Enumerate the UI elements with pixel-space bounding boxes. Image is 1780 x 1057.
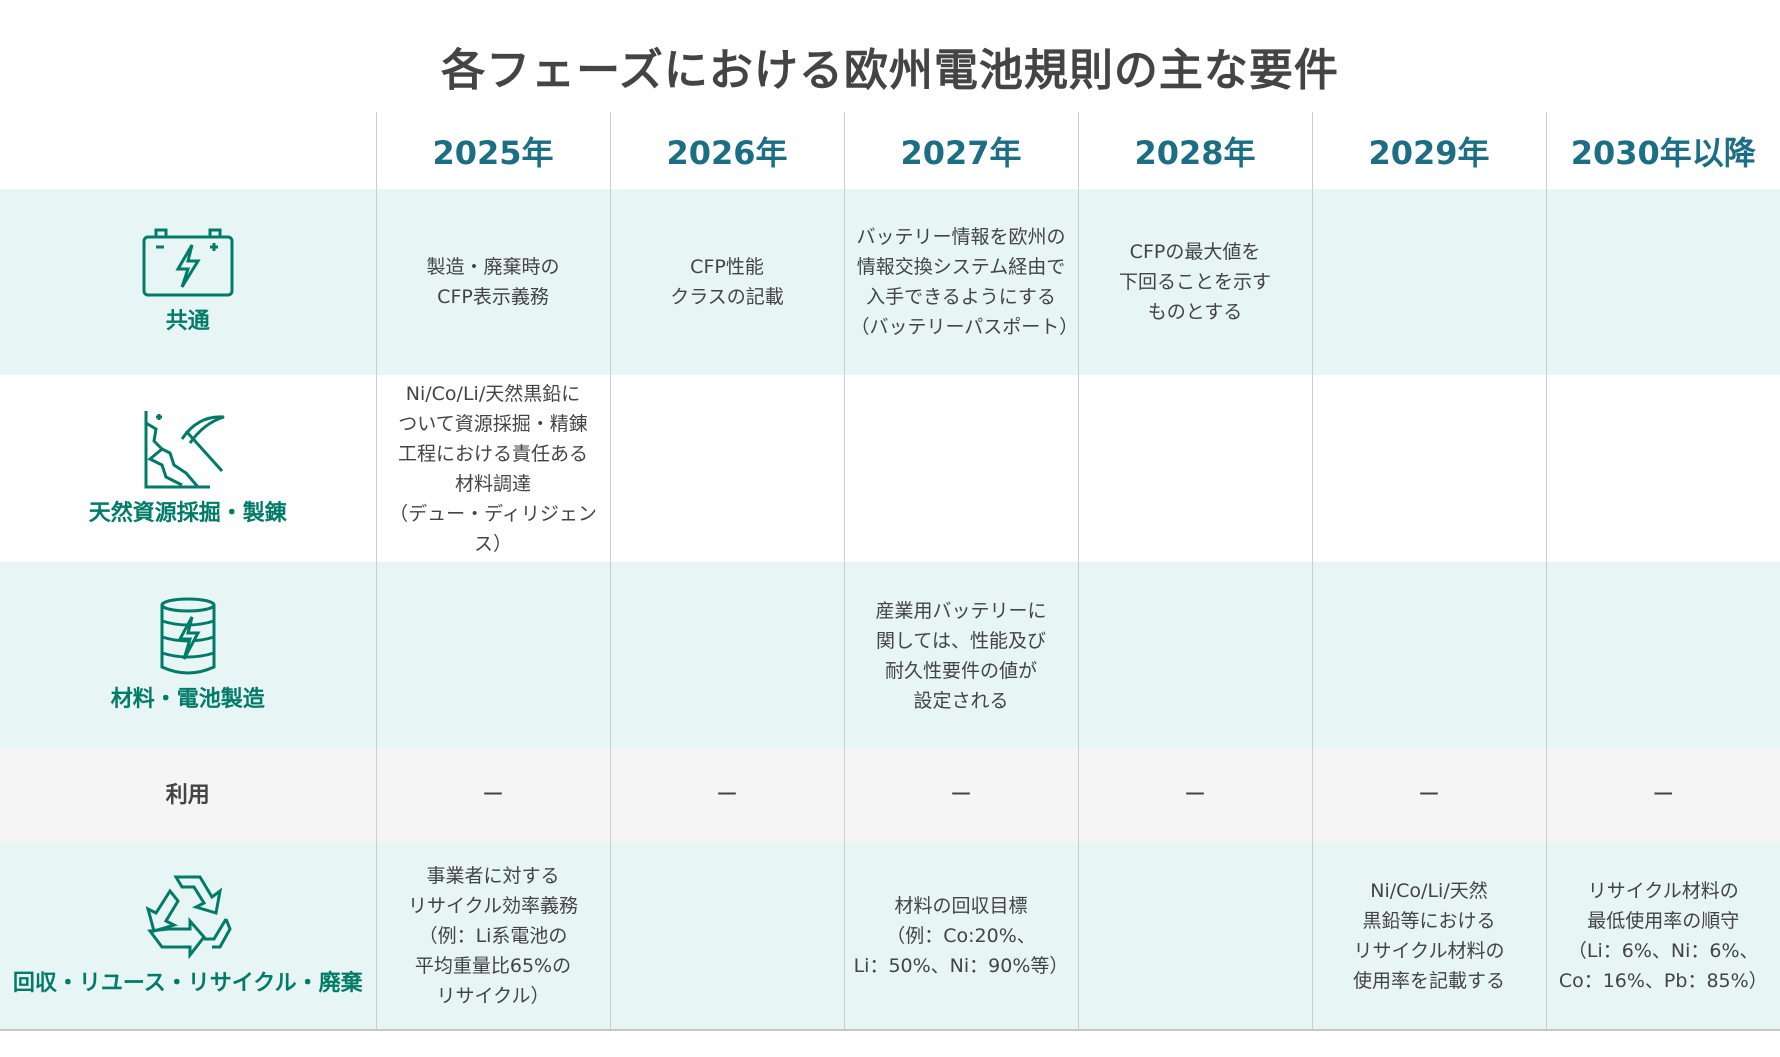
requirement-cell: ー — [609, 749, 844, 842]
requirement-cell: ー — [1311, 749, 1546, 842]
battery-icon — [6, 227, 370, 297]
category-label: 回収・リユース・リサイクル・廃棄 — [12, 970, 363, 996]
requirement-cell: 産業用バッテリーに 関しては、性能及び 耐久性要件の値が 設定される — [843, 562, 1078, 749]
requirement-cell — [1545, 562, 1780, 749]
page-title: 各フェーズにおける欧州電池規則の主な要件 — [441, 45, 1339, 96]
table-row: 共通 製造・廃棄時の CFP表示義務 CFP性能 クラスの記載 バッテリー情報を欧州の… — [0, 189, 1780, 375]
requirement-cell — [1311, 189, 1546, 375]
battery-cell-icon — [6, 597, 370, 675]
category-cell: 利用 — [0, 749, 376, 842]
requirement-cell: Ni/Co/Li/天然 黒鉛等における リサイクル材料の 使用率を記載する — [1311, 842, 1546, 1031]
requirement-cell: リサイクル材料の 最低使用率の順守 （Li：6%、Ni：6%、 Co：16%、P… — [1545, 842, 1780, 1031]
requirement-cell: ー — [1545, 749, 1780, 842]
requirement-cell — [609, 375, 844, 562]
year-header: 2030年以降 — [1545, 112, 1780, 189]
requirement-cell — [609, 842, 844, 1031]
category-label: 共通 — [165, 309, 210, 334]
year-header: 2027年 — [843, 112, 1078, 189]
category-label: 利用 — [165, 782, 210, 808]
table-row: 天然資源採掘・製錬 Ni/Co/Li/天然黒鉛に ついて資源採掘・精錬 工程におけ… — [0, 375, 1780, 562]
year-header: 2028年 — [1077, 112, 1312, 189]
table-row: 回収・リユース・リサイクル・廃棄 事業者に対する リサイクル効率義務 （例：Li系… — [0, 842, 1780, 1031]
requirement-cell: 材料の回収目標 （例：Co:20%、 Li：50%、Ni：90%等） — [843, 842, 1078, 1031]
category-label: 材料・電池製造 — [110, 686, 265, 712]
requirement-cell: ー — [1077, 749, 1312, 842]
requirement-cell — [1545, 375, 1780, 562]
category-cell: 回収・リユース・リサイクル・廃棄 — [0, 842, 376, 1031]
year-header: 2026年 — [609, 112, 844, 189]
requirement-cell — [609, 562, 844, 749]
year-header: 2025年 — [375, 112, 610, 189]
category-cell: 材料・電池製造 — [0, 562, 376, 749]
year-header-row: 2025年 2026年 2027年 2028年 2029年 2030年以降 — [0, 112, 1780, 189]
requirement-cell: CFP性能 クラスの記載 — [609, 189, 844, 375]
requirement-cell — [1077, 562, 1312, 749]
requirement-cell: バッテリー情報を欧州の 情報交換システム経由で 入手できるようにする （バッテリ… — [843, 189, 1078, 375]
requirement-cell — [1077, 375, 1312, 562]
category-cell: 共通 — [0, 189, 376, 375]
requirement-cell — [1311, 562, 1546, 749]
corner-cell — [0, 112, 376, 189]
recycle-icon — [6, 873, 370, 959]
table-row: 材料・電池製造 産業用バッテリーに 関しては、性能及び 耐久性要件の値が 設定され… — [0, 562, 1780, 749]
requirement-cell: 事業者に対する リサイクル効率義務 （例：Li系電池の 平均重量比65%の リサ… — [375, 842, 610, 1031]
requirement-cell: CFPの最大値を 下回ることを示す ものとする — [1077, 189, 1312, 375]
requirement-cell — [1077, 842, 1312, 1031]
category-label: 天然資源採掘・製錬 — [88, 500, 287, 526]
requirement-cell — [375, 562, 610, 749]
requirement-cell: ー — [375, 749, 610, 842]
requirement-cell: Ni/Co/Li/天然黒鉛に ついて資源採掘・精錬 工程における責任ある 材料調… — [375, 375, 610, 562]
requirement-cell — [1545, 189, 1780, 375]
requirement-cell — [1311, 375, 1546, 562]
year-header: 2029年 — [1311, 112, 1546, 189]
category-cell: 天然資源採掘・製錬 — [0, 375, 376, 562]
requirement-cell — [843, 375, 1078, 562]
mining-pickaxe-icon — [6, 409, 370, 489]
requirements-table: 2025年 2026年 2027年 2028年 2029年 2030年以降 共通… — [0, 112, 1780, 1031]
requirement-cell: 製造・廃棄時の CFP表示義務 — [375, 189, 610, 375]
requirement-cell: ー — [843, 749, 1078, 842]
table-row: 利用ーーーーーー — [0, 749, 1780, 842]
